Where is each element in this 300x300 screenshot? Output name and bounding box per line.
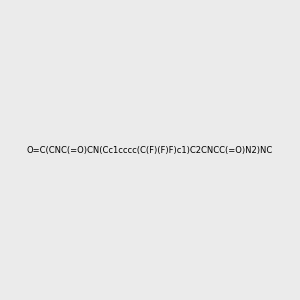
Text: O=C(CNC(=O)CN(Cc1cccc(C(F)(F)F)c1)C2CNCC(=O)N2)NC: O=C(CNC(=O)CN(Cc1cccc(C(F)(F)F)c1)C2CNCC… [27, 146, 273, 154]
